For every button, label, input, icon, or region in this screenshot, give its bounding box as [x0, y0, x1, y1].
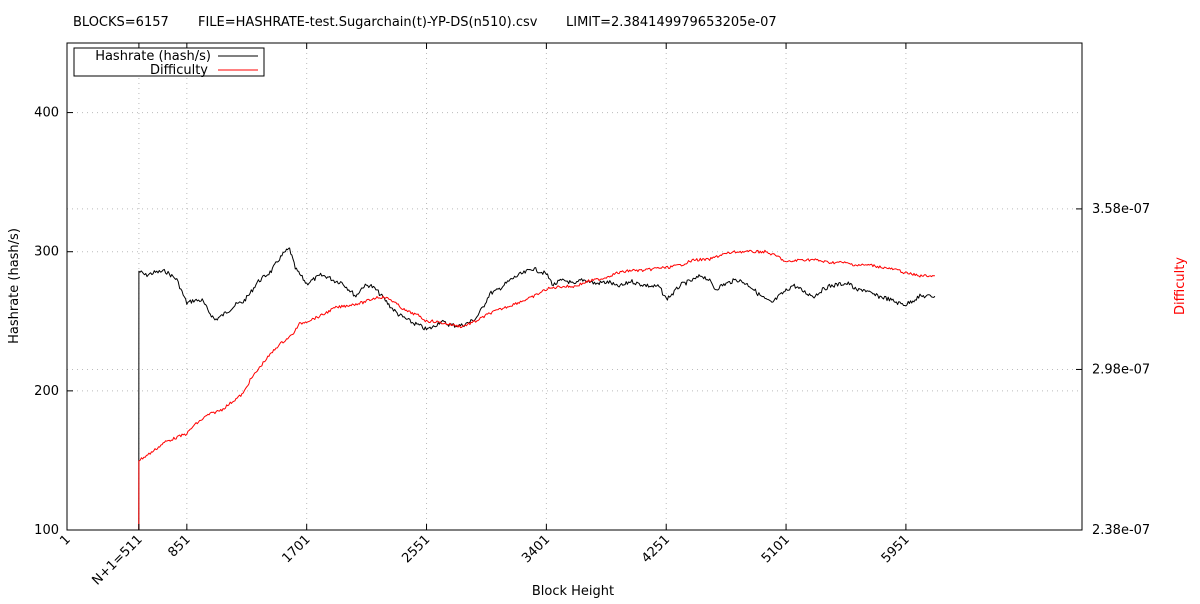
grid [67, 43, 1082, 530]
legend-label-difficulty: Difficulty [150, 63, 208, 78]
x-tick-label: 5101 [759, 532, 793, 566]
header-file: FILE=HASHRATE-test.Sugarchain(t)-YP-DS(n… [198, 15, 538, 30]
axis-ticks: 1 N+1=511 851 1701 2551 3401 4251 5101 5951 100 20… [34, 43, 1150, 589]
series-line-hashrate [67, 247, 936, 531]
legend-label-hashrate: Hashrate (hash/s) [95, 49, 211, 64]
x-tick-label: 4251 [639, 532, 673, 566]
plot-frame [66, 42, 1083, 531]
y-tick-label: 200 [34, 384, 59, 399]
y2-tick-label: 2.38e-07 [1092, 523, 1150, 538]
series-layer [67, 247, 936, 531]
y2-tick-label: 3.58e-07 [1092, 202, 1150, 217]
x-tick-label: 5951 [879, 532, 913, 566]
header-limit: LIMIT=2.384149979653205e-07 [566, 15, 777, 30]
y-axis-title: Hashrate (hash/s) [7, 228, 22, 344]
x-tick-label: 1701 [280, 532, 314, 566]
y2-axis-title: Difficulty [1173, 257, 1188, 315]
header-blocks: BLOCKS=6157 [73, 15, 169, 30]
y2-tick-label: 2.98e-07 [1092, 362, 1150, 377]
x-tick-label: 851 [166, 532, 194, 560]
legend-box [73, 47, 265, 77]
x-tick-label: 1 [57, 532, 73, 548]
legend: Hashrate (hash/s) Difficulty [73, 47, 265, 78]
x-tick-label: N+1=511 [89, 532, 145, 588]
x-tick-label: 3401 [519, 532, 553, 566]
y-tick-label: 400 [34, 106, 59, 121]
y-tick-label: 300 [34, 245, 59, 260]
series-line-difficulty [67, 249, 935, 531]
x-tick-label: 2551 [399, 532, 433, 566]
x-axis-title: Block Height [532, 584, 614, 599]
y-tick-label: 100 [34, 523, 59, 538]
